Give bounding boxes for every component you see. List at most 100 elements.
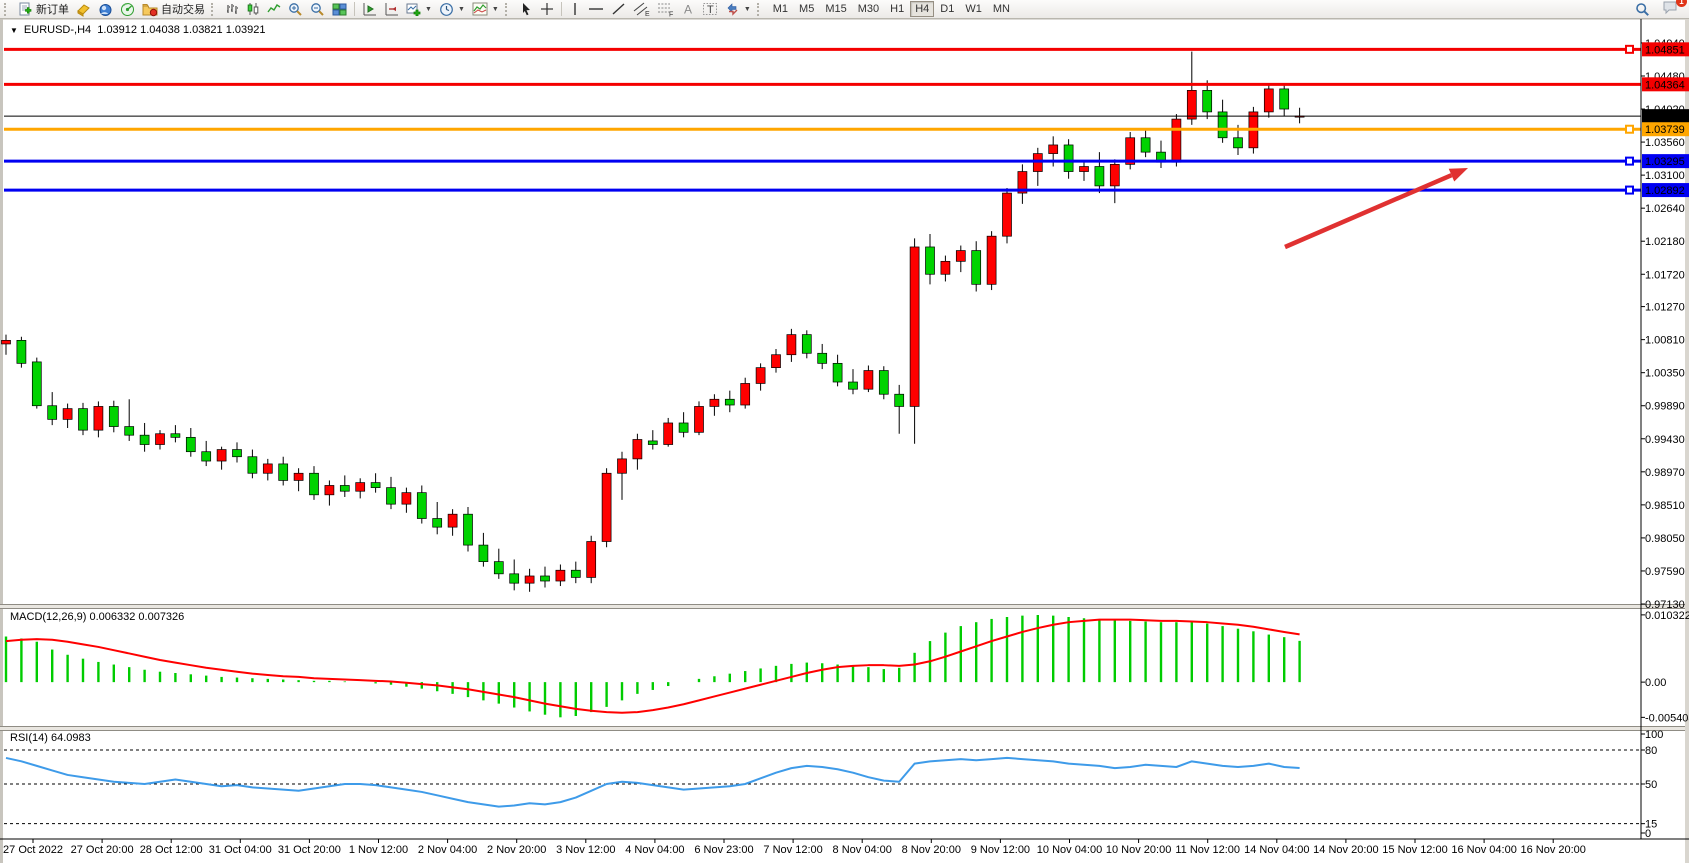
fibonacci-icon: F (657, 3, 673, 17)
time-axis[interactable]: 27 Oct 2022 27 Oct 20:00 28 Oct 12:00 31 Oc… (0, 838, 1689, 856)
chart-shift-icon (385, 3, 398, 16)
timeframe-h4-button[interactable]: H4 (910, 1, 935, 17)
toolbar-grip[interactable] (4, 2, 10, 16)
notification-badge[interactable]: 1 (1676, 0, 1687, 7)
search-button[interactable] (1632, 1, 1653, 18)
svg-text:0.98050: 0.98050 (1645, 533, 1685, 545)
svg-text:10 Nov 20:00: 10 Nov 20:00 (1106, 844, 1171, 856)
text-tool-button[interactable]: A (678, 1, 698, 18)
toolbar-grip[interactable] (211, 2, 217, 16)
zoom-in-button[interactable] (285, 1, 306, 18)
timeframe-m1-button[interactable]: M1 (768, 1, 793, 17)
timeframe-w1-button[interactable]: W1 (960, 1, 987, 17)
tile-windows-button[interactable] (329, 1, 350, 18)
line-chart-icon (267, 4, 281, 13)
dropdown-caret-icon: ▼ (491, 5, 499, 13)
toolbar-grip[interactable] (756, 2, 763, 16)
dropdown-caret-icon: ▼ (743, 5, 751, 13)
svg-text:1 Nov 12:00: 1 Nov 12:00 (349, 844, 408, 856)
timeframe-mn-button[interactable]: MN (988, 1, 1015, 17)
svg-text:0.99430: 0.99430 (1645, 434, 1685, 446)
period-button[interactable]: ▼ (436, 1, 468, 18)
svg-text:31 Oct 20:00: 31 Oct 20:00 (278, 844, 341, 856)
svg-text:50: 50 (1645, 779, 1657, 791)
svg-text:8 Nov 04:00: 8 Nov 04:00 (833, 844, 892, 856)
horizontal-line-tool-button[interactable] (585, 1, 607, 18)
arrow-annotation[interactable] (1284, 168, 1468, 250)
svg-text:14 Nov 20:00: 14 Nov 20:00 (1313, 844, 1378, 856)
timeframe-m5-button[interactable]: M5 (794, 1, 819, 17)
svg-text:T: T (707, 4, 714, 16)
auto-scroll-button[interactable] (359, 1, 380, 18)
toolbar-grip[interactable] (504, 2, 511, 16)
svg-text:1.02180: 1.02180 (1645, 236, 1685, 248)
auto-trading-button[interactable]: 自动交易 (139, 1, 208, 18)
svg-text:1.03100: 1.03100 (1645, 170, 1685, 182)
svg-text:31 Oct 04:00: 31 Oct 04:00 (209, 844, 272, 856)
tile-windows-icon (332, 3, 347, 15)
svg-text:28 Oct 12:00: 28 Oct 12:00 (140, 844, 203, 856)
svg-text:1.03739: 1.03739 (1645, 124, 1685, 136)
svg-text:8 Nov 20:00: 8 Nov 20:00 (902, 844, 961, 856)
chart-shift-button[interactable] (381, 1, 402, 18)
candlestick-chart-button[interactable] (243, 1, 263, 18)
fibonacci-tool-button[interactable]: F (654, 1, 677, 18)
new-order-icon (19, 2, 32, 15)
vertical-line-tool-button[interactable] (566, 1, 584, 18)
svg-text:15: 15 (1645, 819, 1657, 831)
signals-button[interactable] (117, 1, 138, 18)
timeframe-m15-button[interactable]: M15 (820, 1, 851, 17)
bar-chart-icon (227, 4, 238, 14)
candlestick-chart-icon (247, 3, 259, 15)
text-label-tool-button[interactable]: T (699, 1, 721, 18)
mql5-community-button[interactable] (95, 1, 116, 18)
svg-text:A: A (684, 3, 692, 17)
cursor-tool-button[interactable] (516, 1, 536, 18)
cursor-icon (522, 3, 530, 16)
dropdown-caret-icon: ▼ (425, 5, 432, 13)
timeframe-d1-button[interactable]: D1 (935, 1, 959, 17)
new-order-button[interactable]: 新订单 (15, 1, 72, 18)
svg-text:2 Nov 04:00: 2 Nov 04:00 (418, 844, 477, 856)
svg-text:9 Nov 12:00: 9 Nov 12:00 (971, 844, 1030, 856)
line-chart-button[interactable] (264, 1, 284, 18)
svg-text:1.02892: 1.02892 (1645, 185, 1685, 197)
svg-text:1.01270: 1.01270 (1645, 302, 1685, 314)
auto-trading-label: 自动交易 (161, 4, 205, 16)
svg-text:E: E (645, 11, 650, 17)
new-chart-button[interactable]: ▼ (403, 1, 435, 18)
svg-text:1.03295: 1.03295 (1645, 156, 1685, 168)
clock-icon (440, 2, 453, 16)
equidistant-channel-tool-button[interactable]: E (630, 1, 653, 18)
price-axis[interactable]: 1.049401.044801.040201.035601.031001.026… (1640, 19, 1689, 839)
metaeditor-button[interactable] (73, 1, 94, 18)
svg-text:1.02640: 1.02640 (1645, 203, 1685, 215)
timeframe-m30-button[interactable]: M30 (853, 1, 884, 17)
svg-text:0.97130: 0.97130 (1645, 599, 1685, 611)
crosshair-tool-button[interactable] (537, 1, 557, 18)
svg-text:14 Nov 04:00: 14 Nov 04:00 (1244, 844, 1309, 856)
svg-text:1.01720: 1.01720 (1645, 269, 1685, 281)
trendline-tool-button[interactable] (608, 1, 629, 18)
trendline-icon (612, 3, 625, 15)
panel-dividers[interactable] (0, 604, 1685, 731)
svg-text:15 Nov 12:00: 15 Nov 12:00 (1382, 844, 1447, 856)
bar-chart-button[interactable] (222, 1, 242, 18)
arrows-tool-button[interactable]: ▼ (722, 1, 754, 18)
svg-text:80: 80 (1645, 745, 1657, 757)
template-chart-icon (472, 2, 488, 16)
new-order-label: 新订单 (36, 4, 69, 16)
templates-button[interactable]: ▼ (469, 1, 502, 18)
timeframe-h1-button[interactable]: H1 (885, 1, 909, 17)
svg-text:100: 100 (1645, 729, 1663, 741)
zoom-out-button[interactable] (307, 1, 328, 18)
chart-context-arrow-icon[interactable]: ▼ (10, 26, 18, 35)
auto-trading-icon (142, 3, 158, 16)
horizontal-price-lines[interactable] (4, 44, 1641, 195)
candles-layer (1, 51, 1305, 592)
svg-text:0.98970: 0.98970 (1645, 467, 1685, 479)
svg-text:F: F (669, 11, 673, 17)
new-chart-icon (406, 3, 421, 16)
svg-text:6 Nov 23:00: 6 Nov 23:00 (694, 844, 753, 856)
